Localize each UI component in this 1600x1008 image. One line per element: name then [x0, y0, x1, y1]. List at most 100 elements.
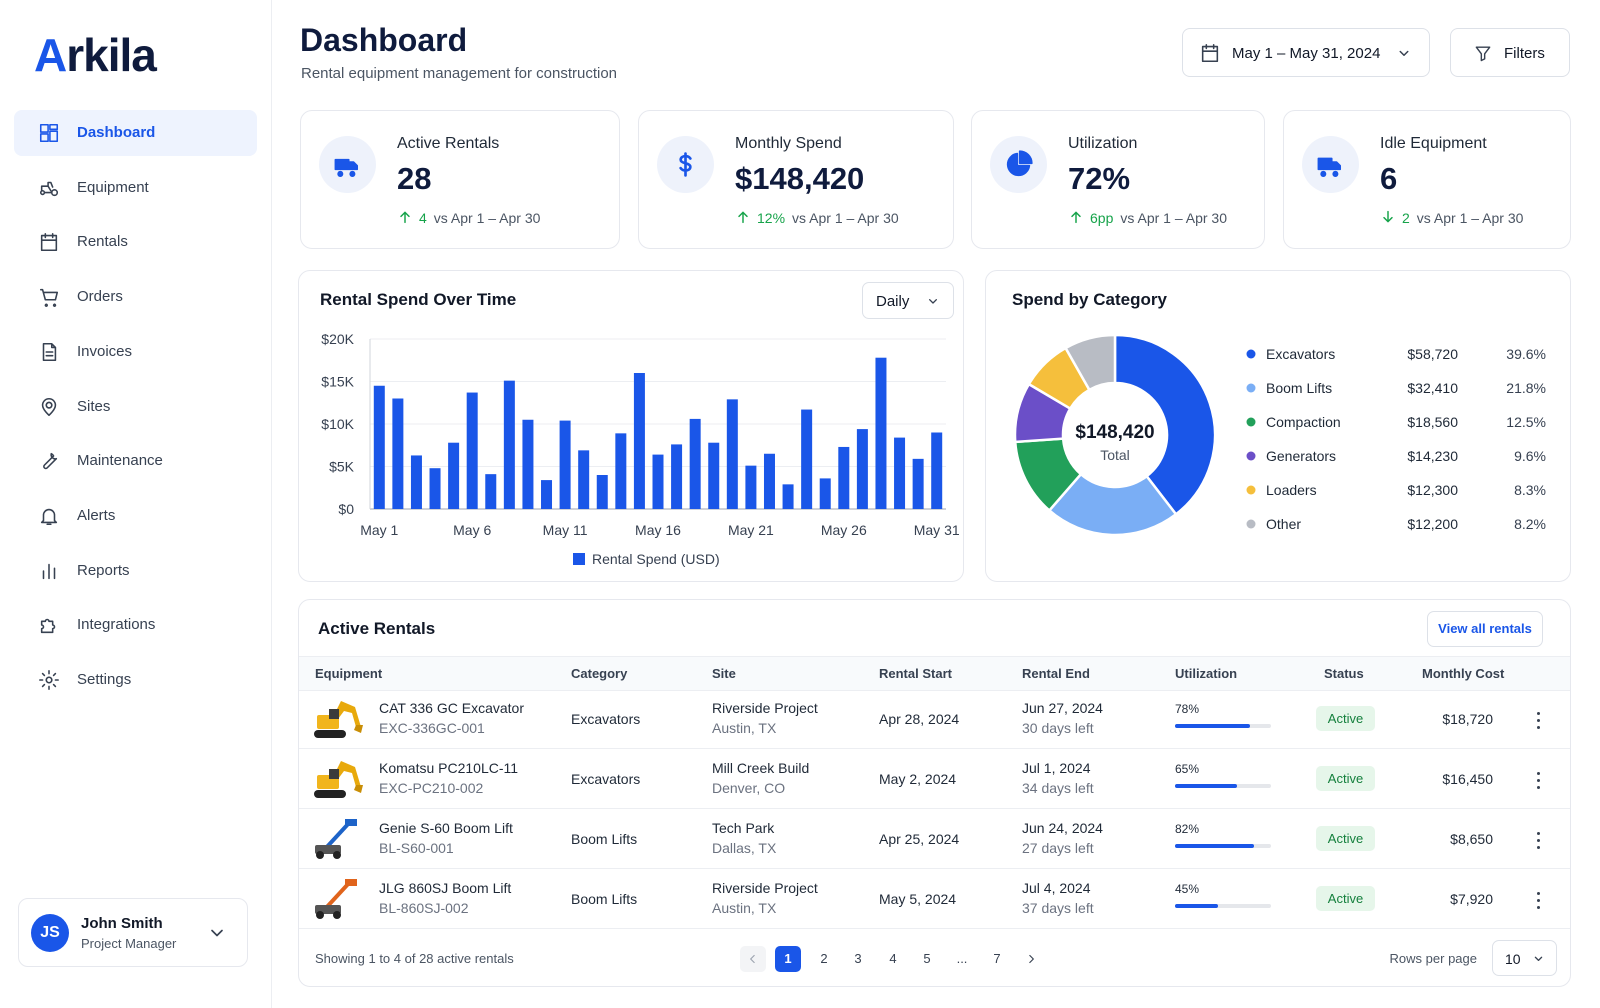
icon — [1399, 50, 1409, 56]
view-all-button[interactable]: View all rentals — [1427, 611, 1543, 647]
row-menu[interactable] — [1531, 887, 1547, 911]
icon — [1201, 43, 1219, 63]
row-menu[interactable] — [1531, 707, 1547, 731]
bar — [559, 420, 571, 509]
menu-dot — [1537, 712, 1540, 715]
brand-logo: Arkila — [34, 29, 157, 81]
nav-item[interactable]: Integrations — [14, 602, 257, 648]
rental-start: May 5, 2024 — [879, 891, 957, 907]
legend-share: 21.8% — [1506, 380, 1546, 396]
nav-item[interactable]: Rentals — [14, 219, 257, 265]
equipment-thumbnail — [314, 701, 363, 738]
equipment-name-sub: BL-S60-001 — [379, 840, 454, 856]
y-tick-label: $10K — [321, 416, 354, 432]
icon — [40, 619, 56, 634]
icon-path — [1029, 954, 1034, 964]
thumbnail — [311, 817, 365, 861]
rental-end: Jun 27, 2024 — [1022, 700, 1103, 716]
date-range-button[interactable]: May 1 – May 31, 2024 — [1182, 28, 1430, 77]
legend-label: Other — [1266, 516, 1301, 532]
legend-value: $12,200 — [1407, 516, 1458, 532]
legend-dot — [1246, 383, 1256, 393]
equipment-thumbnail — [315, 879, 357, 919]
icon-path — [750, 954, 755, 964]
nav-item[interactable]: Settings — [14, 657, 257, 703]
period-select[interactable]: Daily — [862, 282, 954, 319]
y-tick-label: $15K — [321, 374, 354, 390]
donut-slice — [1063, 333, 1117, 392]
icon-path — [1201, 43, 1219, 63]
icon-path — [1006, 150, 1033, 177]
filters-button[interactable]: Filters — [1450, 28, 1570, 77]
nav-label: Sites — [77, 397, 111, 415]
nav-item[interactable]: Alerts — [14, 493, 257, 539]
column-header: Utilization — [1175, 666, 1238, 681]
bar — [615, 433, 627, 509]
kpi-compare: vs Apr 1 – Apr 30 — [1120, 210, 1227, 226]
prev-page[interactable] — [740, 946, 766, 972]
row-menu[interactable] — [1531, 767, 1547, 791]
period-label: Daily — [876, 293, 910, 310]
legend-dot — [1246, 349, 1256, 359]
bar — [485, 474, 497, 509]
utilization-label: 65% — [1175, 762, 1200, 776]
icon — [929, 299, 937, 304]
equipment-name-sub: EXC-336GC-001 — [379, 720, 485, 736]
icon-path — [1475, 46, 1491, 62]
icon-path — [679, 152, 692, 177]
page-button[interactable]: ... — [956, 951, 968, 966]
bar — [671, 444, 683, 509]
nav-item[interactable]: Dashboard — [14, 110, 257, 156]
menu-dot — [1537, 772, 1540, 775]
nav-item[interactable]: Invoices — [14, 329, 257, 375]
nav-item[interactable]: Equipment — [14, 165, 257, 211]
menu-dot — [1537, 786, 1540, 789]
bar — [633, 373, 645, 509]
bar — [819, 478, 831, 509]
bar — [726, 399, 738, 509]
bar — [894, 437, 906, 509]
page-button[interactable]: 2 — [820, 951, 828, 966]
page-button[interactable]: 4 — [889, 951, 897, 966]
menu-dot — [1537, 832, 1540, 835]
next-page[interactable] — [1018, 946, 1044, 972]
row-menu[interactable] — [1531, 827, 1547, 851]
icon-path — [39, 181, 59, 196]
page-button[interactable]: 3 — [854, 951, 862, 966]
utilization-label: 45% — [1175, 882, 1200, 896]
date-range-label: May 1 – May 31, 2024 — [1232, 45, 1381, 62]
page-button[interactable]: 5 — [923, 951, 931, 966]
y-tick-label: $20K — [321, 331, 354, 347]
icon — [750, 954, 755, 964]
thumb-boom — [323, 881, 351, 911]
legend-share: 8.3% — [1514, 482, 1546, 498]
kpi-icon — [657, 136, 714, 193]
icon-path — [1534, 956, 1543, 961]
bar — [596, 475, 608, 509]
kpi-card: Active Rentals 28 4 vs Apr 1 – Apr 30 — [300, 110, 620, 249]
nav-item[interactable]: Orders — [14, 274, 257, 320]
column-header: Rental Start — [879, 666, 952, 681]
kpi-compare: vs Apr 1 – Apr 30 — [792, 210, 899, 226]
donut-slice — [1047, 472, 1178, 537]
nav-item[interactable]: Maintenance — [14, 438, 257, 484]
thumb-basket — [345, 879, 357, 886]
bar — [503, 380, 515, 509]
nav-item[interactable]: Reports — [14, 548, 257, 594]
rows-per-page-select[interactable]: 10 — [1492, 940, 1557, 976]
bar — [745, 465, 757, 509]
kpi-value: 6 — [1380, 161, 1398, 196]
thumb-wheel — [316, 851, 324, 859]
page-button[interactable]: 1 — [775, 946, 801, 972]
legend-dot — [1246, 451, 1256, 461]
x-tick-label: May 11 — [543, 522, 588, 538]
page-button[interactable]: 7 — [993, 951, 1001, 966]
kpi-label: Idle Equipment — [1380, 135, 1487, 152]
thumb-arm — [333, 761, 361, 787]
user-card[interactable]: JS John Smith Project Manager — [18, 898, 248, 967]
bar — [522, 419, 534, 509]
thumb-wheel — [333, 911, 341, 919]
bar — [875, 357, 887, 509]
nav-item[interactable]: Sites — [14, 384, 257, 430]
icon-path — [39, 670, 59, 690]
